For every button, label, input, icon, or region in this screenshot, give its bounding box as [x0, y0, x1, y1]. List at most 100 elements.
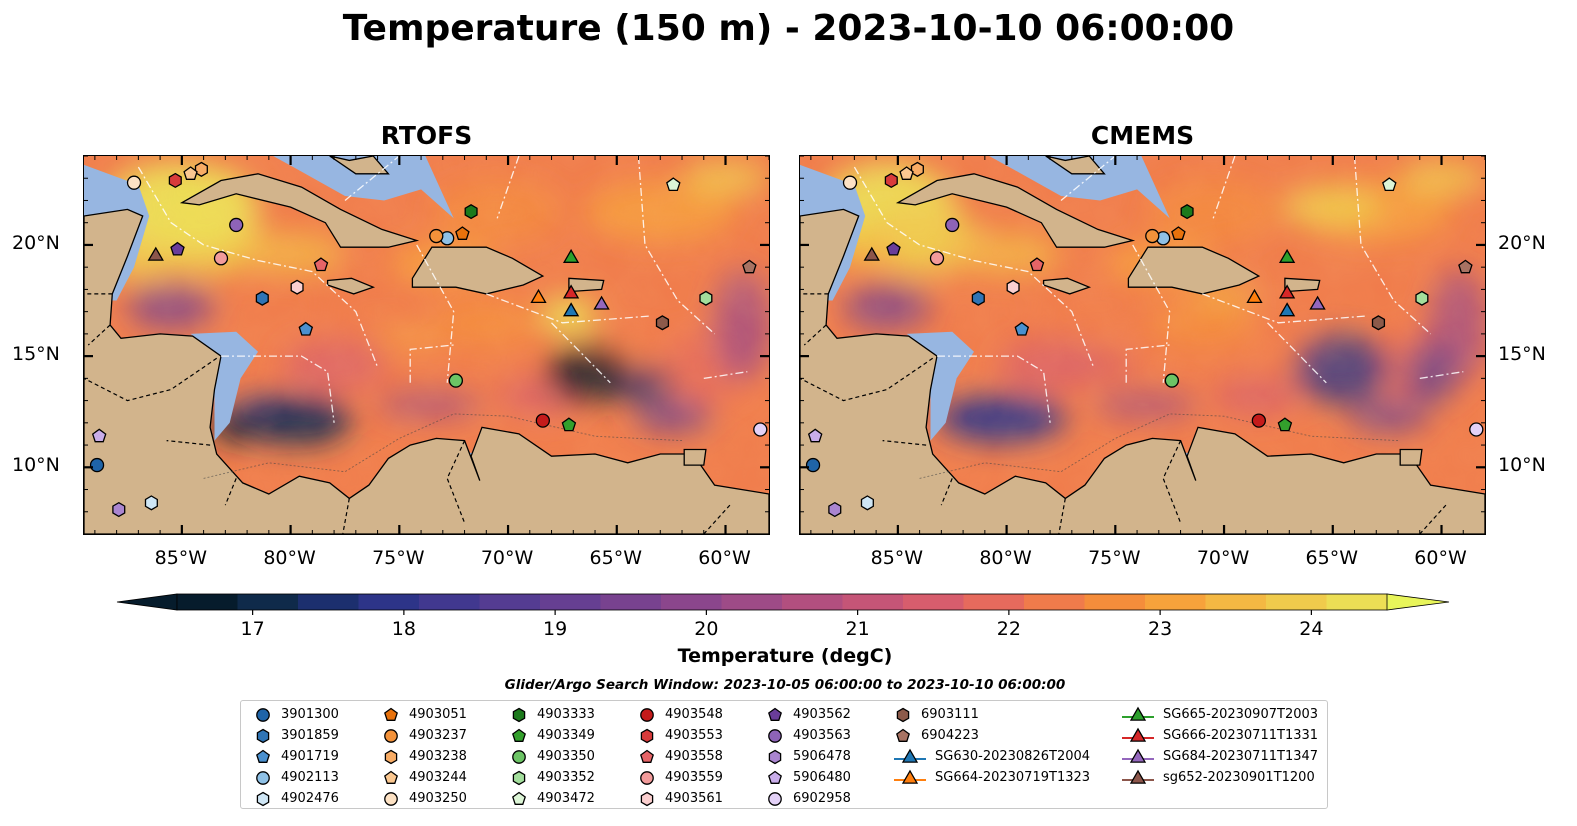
marker-6902958 [753, 422, 768, 437]
lat-tick-label-right: 15°N [1498, 343, 1546, 366]
legend-marker-icon [256, 707, 270, 722]
colorbar-segment [298, 594, 359, 610]
lat-tick-label-right: 10°N [1498, 454, 1546, 477]
colorbar-tick-label: 24 [1299, 618, 1323, 640]
legend-marker-icon [384, 707, 398, 721]
colorbar-segment [600, 594, 662, 610]
legend-label: 4903553 [665, 728, 723, 743]
country-border [224, 478, 237, 506]
legend-marker-icon [768, 707, 782, 721]
marker-4903051 [455, 226, 470, 240]
legend-label: 6904223 [921, 728, 979, 743]
marker-4901719 [1014, 321, 1030, 336]
legend-item: 4903561 [637, 788, 723, 809]
marker-4903563 [229, 217, 244, 233]
eez-boundary [221, 355, 335, 423]
eez-boundary [1353, 156, 1432, 335]
legend-marker-icon [384, 728, 398, 743]
eez-boundary [416, 244, 455, 383]
colorbar-segment [419, 594, 480, 610]
eez-boundary [551, 322, 611, 384]
legend-marker-icon [640, 791, 654, 806]
bahamas-land [1045, 156, 1106, 175]
country-border [166, 440, 211, 446]
legend-label: 5906480 [793, 770, 851, 785]
legend-label: 4903559 [665, 770, 723, 785]
legend-label: 3901859 [281, 728, 339, 743]
nicaragua-shelf [906, 331, 974, 441]
legend-item: 6902958 [765, 788, 851, 809]
colorbar-tick-label: 19 [543, 618, 567, 640]
legend-label: SG665-20230907T2003 [1163, 707, 1319, 722]
lon-tick-label: 65°W [589, 547, 642, 569]
marker-4903051 [1171, 226, 1186, 240]
puerto-rico-land [568, 277, 605, 293]
marker-3901859 [971, 290, 985, 306]
marker-4903548 [535, 413, 550, 428]
legend-marker-icon [384, 791, 398, 806]
marker-4903563 [945, 217, 960, 233]
eez-boundary [486, 293, 650, 324]
colorbar-segment [842, 594, 904, 610]
marker-4903349 [561, 417, 577, 432]
legend-marker-icon [512, 749, 526, 764]
legend-label: 4903352 [537, 770, 595, 785]
colorbar-segment [721, 594, 783, 610]
eez-boundary [937, 355, 1051, 423]
eez-boundary [637, 156, 716, 335]
eez-boundary [1060, 156, 1116, 202]
panel-title-cmems: CMEMS [1090, 121, 1195, 150]
lon-tick-label: 85°W [154, 547, 208, 569]
lon-tick-label: 70°W [480, 547, 534, 569]
marker-3901300 [89, 457, 105, 473]
bahamas-shelf [989, 156, 1170, 219]
legend-title: Glider/Argo Search Window: 2023-10-05 06… [504, 677, 1066, 693]
legend-label: 4903350 [537, 749, 595, 764]
marker-4903548 [1251, 413, 1266, 428]
legend-marker-icon [640, 728, 654, 743]
country-border [800, 357, 934, 402]
marker-sg652-20230901T1200 [147, 246, 164, 261]
country-border [940, 478, 953, 506]
country-border [1058, 498, 1066, 534]
colorbar-segment [479, 594, 541, 610]
lon-tick-label: 65°W [1305, 547, 1358, 569]
country-border [446, 440, 466, 524]
country-border [84, 357, 218, 402]
colorbar-segment [540, 594, 601, 610]
marker-5906480 [91, 428, 107, 443]
legend-item: 6904223 [893, 725, 979, 746]
isobath-contour [203, 413, 683, 479]
legend-item: 4903350 [509, 746, 595, 767]
lat-tick-label-left: 15°N [12, 343, 60, 366]
colorbar-label: Temperature (degC) [677, 645, 893, 667]
lon-tick-label: 60°W [1414, 547, 1467, 569]
colorbar: 17 18 19 20 21 22 23 24 [116, 593, 1450, 640]
legend-item: 6903111 [893, 704, 979, 725]
marker-6902958 [1469, 422, 1484, 437]
eez-boundary [1419, 371, 1464, 380]
legend-label: 3901300 [281, 707, 339, 722]
jamaica-land [326, 277, 376, 295]
marker-4903562 [886, 241, 901, 256]
legend-marker-icon [768, 749, 782, 764]
legend-item: 4903558 [637, 746, 723, 767]
marker-4903237 [429, 228, 444, 244]
marker-4903561 [1006, 279, 1020, 295]
jamaica-land [1042, 277, 1092, 295]
eez-boundary [703, 371, 748, 380]
colorbar-segment [963, 594, 1025, 610]
legend-item: 5906480 [765, 767, 851, 788]
legend-label: 6902958 [793, 791, 851, 806]
colorbar-extend-high [1386, 593, 1450, 611]
marker-5906478 [828, 501, 842, 518]
lat-tick-label-right: 20°N [1498, 231, 1546, 254]
legend-label: 4903558 [665, 749, 723, 764]
trinidad-land [683, 448, 707, 466]
lon-tick-label: 80°W [263, 547, 316, 569]
marker-6904223 [742, 259, 757, 274]
marker-SG684-20230711T1347 [1309, 295, 1326, 310]
legend-marker-icon [512, 728, 526, 742]
marker-4902476 [860, 495, 874, 511]
legend-item: 4903349 [509, 725, 595, 746]
